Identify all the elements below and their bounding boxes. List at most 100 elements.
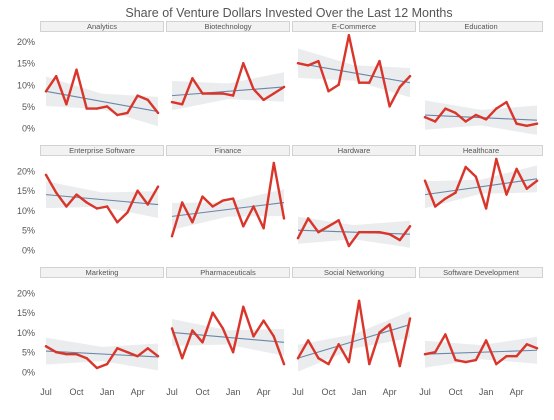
panel-title: Healthcare [463,146,499,155]
data-point [317,59,320,63]
panel-header [292,267,416,278]
panel-title: Enterprise Software [69,146,135,155]
data-point [272,92,275,95]
data-point [136,189,139,192]
data-point [398,85,401,89]
data-point [282,217,286,220]
data-point [55,191,58,194]
data-point [252,335,255,338]
data-point [408,317,412,320]
data-point [535,347,539,350]
data-line [170,161,286,238]
data-point [368,81,371,84]
panel-marketing: Marketing [40,267,164,371]
data-point [221,327,225,330]
data-point [44,90,48,93]
panel-e-commerce: E-Commerce [292,21,416,108]
data-point [327,90,330,93]
data-line [423,100,539,128]
data-point [464,360,467,364]
panel-header [166,145,290,156]
data-point [327,362,330,366]
trend-line [297,62,411,84]
panel-title: Social Networking [324,268,384,277]
data-point [357,231,361,234]
y-tick-label: 0% [22,124,35,134]
data-point [44,173,48,177]
data-point [317,231,320,234]
x-tick-label: Jan [226,387,241,397]
data-point [282,85,286,89]
y-tick-label: 10% [17,206,35,216]
data-line [296,34,412,108]
data-point [231,351,235,354]
data-line [44,345,160,370]
panel-title: Software Development [443,268,520,277]
data-point [75,68,78,71]
data-point [484,118,488,121]
data-line [170,305,286,366]
data-point [105,105,109,108]
data-point [105,205,109,208]
data-point [95,207,99,210]
data-point [181,103,184,106]
data-point [262,319,265,322]
data-point [398,238,401,242]
data-point [408,75,412,78]
data-point [221,199,225,202]
data-point [327,225,330,228]
data-point [262,227,265,230]
panel-header [419,145,543,156]
data-point [307,64,310,67]
data-point [95,107,99,110]
data-point [126,351,129,354]
data-point [388,233,391,236]
data-point [296,236,300,240]
data-point [181,201,184,204]
x-tick-label: Oct [322,387,337,397]
panel-enterprise-software: Enterprise Software [40,145,164,224]
data-point [85,201,88,204]
data-point [388,105,391,108]
data-point [525,124,528,128]
panel-finance: Finance [166,145,290,238]
data-point [75,193,78,196]
data-line [44,68,160,117]
data-point [454,358,457,362]
data-point [136,355,139,358]
data-point [474,113,478,117]
data-point [85,107,88,110]
data-line [423,157,539,210]
panel-title: Finance [215,146,242,155]
y-tick-label: 15% [17,59,35,69]
data-point [505,355,508,358]
data-point [515,122,518,125]
data-point [156,111,160,115]
data-point [201,92,204,95]
data-point [296,357,300,360]
data-point [296,62,300,65]
data-point [211,92,214,95]
data-point [65,103,68,106]
data-point [357,299,361,302]
y-tick-label: 20% [17,166,35,176]
data-point [191,221,194,224]
trend-line [424,178,538,196]
data-point [444,107,447,110]
data-point [423,179,427,182]
x-tick-label: Apr [257,387,271,397]
data-point [347,360,351,364]
x-tick-label: Jan [100,387,115,397]
data-point [156,355,160,358]
data-point [337,219,340,222]
data-point [65,353,68,356]
y-tick-label: 5% [22,348,35,358]
data-point [116,113,119,117]
data-point [282,362,286,366]
data-point [272,335,275,338]
data-point [347,34,351,37]
data-point [535,122,539,125]
data-point [444,197,447,200]
data-point [505,100,508,104]
